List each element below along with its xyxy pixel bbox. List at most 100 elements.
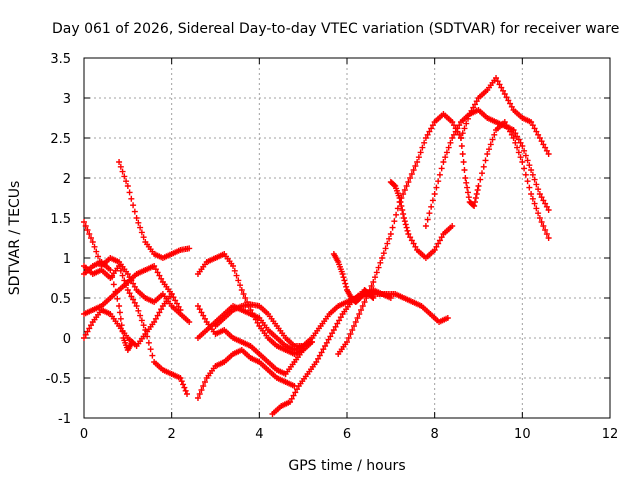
- data-point: [533, 181, 540, 188]
- data-point: [119, 168, 126, 175]
- data-point: [137, 224, 144, 231]
- data-point: [336, 317, 343, 324]
- data-point: [361, 299, 368, 305]
- data-point: [121, 173, 128, 180]
- data-point: [517, 139, 524, 146]
- data-point: [429, 197, 436, 204]
- data-point: [138, 317, 145, 324]
- data-point: [449, 135, 456, 141]
- data-point: [507, 100, 514, 107]
- data-point: [123, 178, 130, 185]
- data-point: [449, 223, 456, 229]
- data-point: [450, 131, 457, 138]
- data-point: [345, 335, 352, 341]
- data-point: [387, 231, 394, 237]
- data-point: [475, 183, 482, 189]
- data-point: [133, 215, 140, 221]
- data-point: [369, 294, 376, 301]
- data-point: [533, 128, 540, 135]
- grid: [83, 57, 611, 419]
- data-point: [458, 143, 465, 149]
- data-point: [356, 311, 363, 317]
- data-point: [391, 218, 398, 225]
- y-tick-label: 2.5: [50, 132, 71, 147]
- data-point: [81, 335, 87, 341]
- data-point: [405, 179, 412, 185]
- data-point: [172, 297, 179, 304]
- data-point: [460, 159, 467, 165]
- data-point: [463, 120, 470, 127]
- data-point: [198, 387, 205, 393]
- data-point: [471, 199, 478, 205]
- data-point: [407, 175, 414, 181]
- data-point: [479, 170, 486, 177]
- data-point: [472, 195, 479, 201]
- data-point: [235, 277, 242, 284]
- data-point: [131, 208, 138, 215]
- data-point: [177, 375, 184, 381]
- x-tick-label: 0: [80, 427, 88, 442]
- data-point: [452, 128, 459, 135]
- data-point: [323, 339, 330, 346]
- data-point: [135, 219, 142, 226]
- data-point: [456, 122, 463, 129]
- y-tick-label: 2: [63, 172, 71, 187]
- data-point: [389, 224, 396, 231]
- data-point: [443, 149, 450, 156]
- data-point: [426, 128, 433, 135]
- data-point: [510, 127, 517, 133]
- data-point: [538, 194, 545, 201]
- data-point: [512, 139, 519, 146]
- data-point: [194, 303, 201, 309]
- data-point: [536, 215, 543, 221]
- data-point: [543, 203, 550, 210]
- data-point: [135, 307, 142, 314]
- data-point: [514, 133, 521, 140]
- data-point: [529, 195, 536, 202]
- data-point: [486, 146, 493, 153]
- data-point: [540, 197, 547, 204]
- y-tick-label: 1.5: [50, 212, 71, 227]
- data-point: [421, 139, 428, 146]
- data-point: [147, 346, 154, 353]
- data-point: [543, 231, 550, 237]
- data-point: [536, 135, 543, 141]
- data-point: [514, 144, 521, 151]
- data-point: [110, 281, 117, 288]
- series-sat-q: [422, 107, 552, 229]
- data-point: [349, 327, 356, 333]
- data-point: [471, 203, 478, 209]
- data-point: [152, 266, 159, 273]
- data-point: [168, 291, 175, 297]
- data-point: [343, 283, 350, 290]
- data-point: [489, 136, 496, 143]
- data-point: [531, 200, 538, 207]
- data-point: [477, 176, 484, 183]
- data-point: [515, 136, 522, 143]
- data-point: [178, 378, 185, 385]
- data-point: [373, 269, 380, 276]
- data-point: [507, 128, 514, 135]
- data-point: [93, 248, 100, 255]
- data-point: [407, 234, 414, 241]
- data-point: [170, 294, 177, 301]
- series-sat-n: [330, 251, 377, 305]
- data-point: [84, 227, 91, 233]
- data-point: [140, 322, 147, 329]
- data-point: [543, 147, 550, 154]
- data-point: [318, 349, 325, 356]
- data-point: [156, 272, 163, 279]
- data-point: [322, 343, 329, 349]
- data-point: [456, 131, 463, 138]
- data-point: [462, 175, 469, 181]
- data-point: [501, 119, 508, 125]
- data-point: [422, 135, 429, 141]
- y-tick-label: 3: [63, 92, 71, 107]
- data-point: [444, 315, 451, 321]
- data-point: [88, 322, 95, 329]
- data-point: [408, 171, 415, 177]
- data-point: [400, 215, 407, 221]
- data-point: [414, 159, 421, 165]
- data-point: [287, 399, 294, 405]
- data-point: [370, 295, 377, 301]
